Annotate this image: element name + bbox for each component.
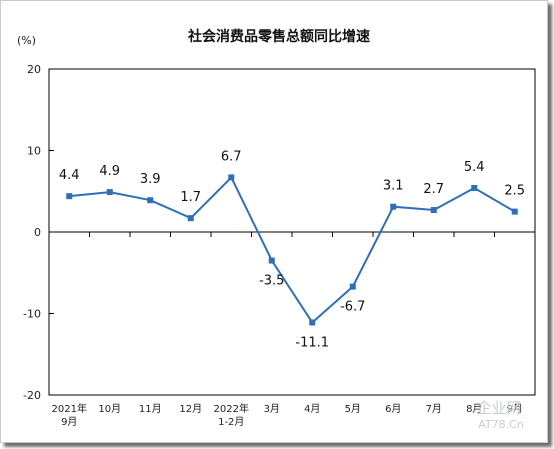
y-tick-label: -20 — [23, 389, 41, 402]
data-point — [147, 197, 154, 204]
data-point — [390, 203, 397, 210]
data-label: 2.5 — [504, 184, 525, 199]
y-axis: 20 10 0 -10 -20 — [23, 63, 54, 402]
y-tick-label: 0 — [34, 226, 41, 239]
x-tick-label: 10月 — [98, 403, 121, 415]
data-label: 1.7 — [180, 190, 201, 205]
data-point — [187, 215, 194, 222]
data-label: 4.4 — [59, 168, 80, 183]
watermark-site: AT78.Cn — [478, 418, 524, 431]
x-tick-label: 2022年 1-2月 — [214, 402, 249, 428]
data-point — [471, 184, 478, 191]
data-point — [430, 206, 437, 213]
data-point — [268, 257, 275, 264]
data-label: -3.5 — [259, 274, 284, 289]
data-point — [349, 283, 356, 290]
x-tick-label: 8月 — [466, 403, 482, 415]
data-label: 4.9 — [99, 164, 120, 179]
y-unit-label: (%) — [17, 34, 36, 47]
data-point — [228, 174, 235, 181]
data-label: 3.9 — [140, 172, 161, 187]
x-tick-label: 2021年 9月 — [52, 402, 87, 428]
data-label: 6.7 — [221, 149, 242, 164]
data-label: -11.1 — [295, 335, 329, 350]
watermark-brand: 企业网 — [476, 399, 521, 417]
chart-title: 社会消费品零售总额同比增速 — [187, 28, 370, 45]
y-tick-label: 10 — [27, 145, 41, 158]
x-tick-label: 3月 — [264, 403, 280, 415]
data-point — [511, 208, 518, 215]
data-labels: 4.4 4.9 3.9 1.7 6.7 -3.5 -11.1 -6.7 3.1 2.7 5.4 2.5 — [59, 149, 525, 350]
data-point — [66, 193, 73, 200]
y-tick-label: -10 — [23, 308, 41, 321]
x-tick-label: 12月 — [179, 403, 202, 415]
x-tick-label: 4月 — [304, 403, 320, 415]
data-label: 2.7 — [423, 182, 444, 197]
chart-frame: 社会消费品零售总额同比增速 (%) 20 10 0 -10 -20 2021年 9月 10月… — [0, 0, 548, 443]
x-tick-label: 6月 — [385, 403, 401, 415]
x-tick-label: 5月 — [345, 403, 361, 415]
y-tick-label: 20 — [27, 63, 41, 76]
x-tick-label: 11月 — [139, 403, 162, 415]
data-label: 3.1 — [383, 179, 404, 194]
data-point — [309, 319, 316, 326]
data-label: 5.4 — [464, 160, 485, 175]
data-label: -6.7 — [340, 300, 365, 315]
x-tick-label: 9月 — [507, 403, 523, 415]
x-tick-label: 7月 — [426, 403, 442, 415]
series-line — [69, 175, 516, 325]
series-markers — [66, 174, 518, 326]
x-axis: 2021年 9月 10月 11月 12月 2022年 1-2月 3月 4月 5月 6月 7月 8月 9月 — [52, 232, 523, 428]
data-point — [106, 189, 113, 196]
line-chart: 社会消费品零售总额同比增速 (%) 20 10 0 -10 -20 2021年 9月 10月… — [17, 28, 536, 431]
